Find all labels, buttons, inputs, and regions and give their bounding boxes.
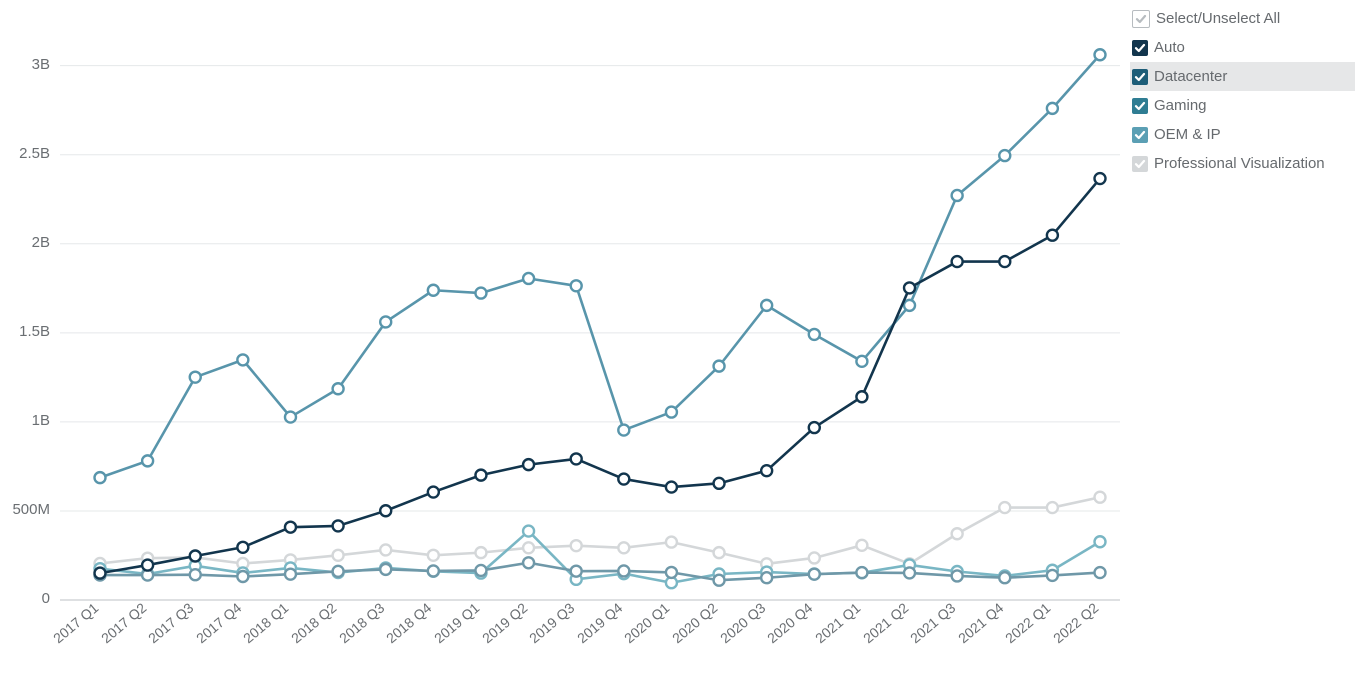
y-tick-label: 0 xyxy=(0,590,50,607)
chart-plot xyxy=(60,10,1120,610)
legend-label-gaming: Gaming xyxy=(1154,95,1207,116)
legend-item-datacenter[interactable]: Datacenter xyxy=(1130,62,1355,91)
y-tick-label: 1.5B xyxy=(0,323,50,340)
legend-item-oemip[interactable]: OEM & IP xyxy=(1130,120,1355,149)
legend-label-proviz: Professional Visualization xyxy=(1154,153,1325,174)
legend-label-auto: Auto xyxy=(1154,37,1185,58)
legend-select-all-label: Select/Unselect All xyxy=(1156,8,1280,29)
checkbox-gaming[interactable] xyxy=(1132,98,1148,114)
legend-label-datacenter: Datacenter xyxy=(1154,66,1227,87)
y-tick-label: 3B xyxy=(0,56,50,73)
checkbox-proviz[interactable] xyxy=(1132,156,1148,172)
y-tick-label: 500M xyxy=(0,501,50,518)
y-tick-label: 2B xyxy=(0,234,50,251)
checkbox-oemip[interactable] xyxy=(1132,127,1148,143)
checkbox-auto[interactable] xyxy=(1132,40,1148,56)
checkbox-select-all[interactable] xyxy=(1132,10,1150,28)
legend-select-all[interactable]: Select/Unselect All xyxy=(1130,4,1355,33)
legend-label-oemip: OEM & IP xyxy=(1154,124,1221,145)
legend-item-proviz[interactable]: Professional Visualization xyxy=(1130,149,1355,178)
legend-item-gaming[interactable]: Gaming xyxy=(1130,91,1355,120)
y-tick-label: 2.5B xyxy=(0,145,50,162)
y-tick-label: 1B xyxy=(0,412,50,429)
checkbox-datacenter[interactable] xyxy=(1132,69,1148,85)
chart-container: 0500M1B1.5B2B2.5B3B 2017 Q12017 Q22017 Q… xyxy=(0,0,1355,683)
legend-item-auto[interactable]: Auto xyxy=(1130,33,1355,62)
chart-legend: Select/Unselect All Auto Datacenter Gami… xyxy=(1130,4,1355,178)
